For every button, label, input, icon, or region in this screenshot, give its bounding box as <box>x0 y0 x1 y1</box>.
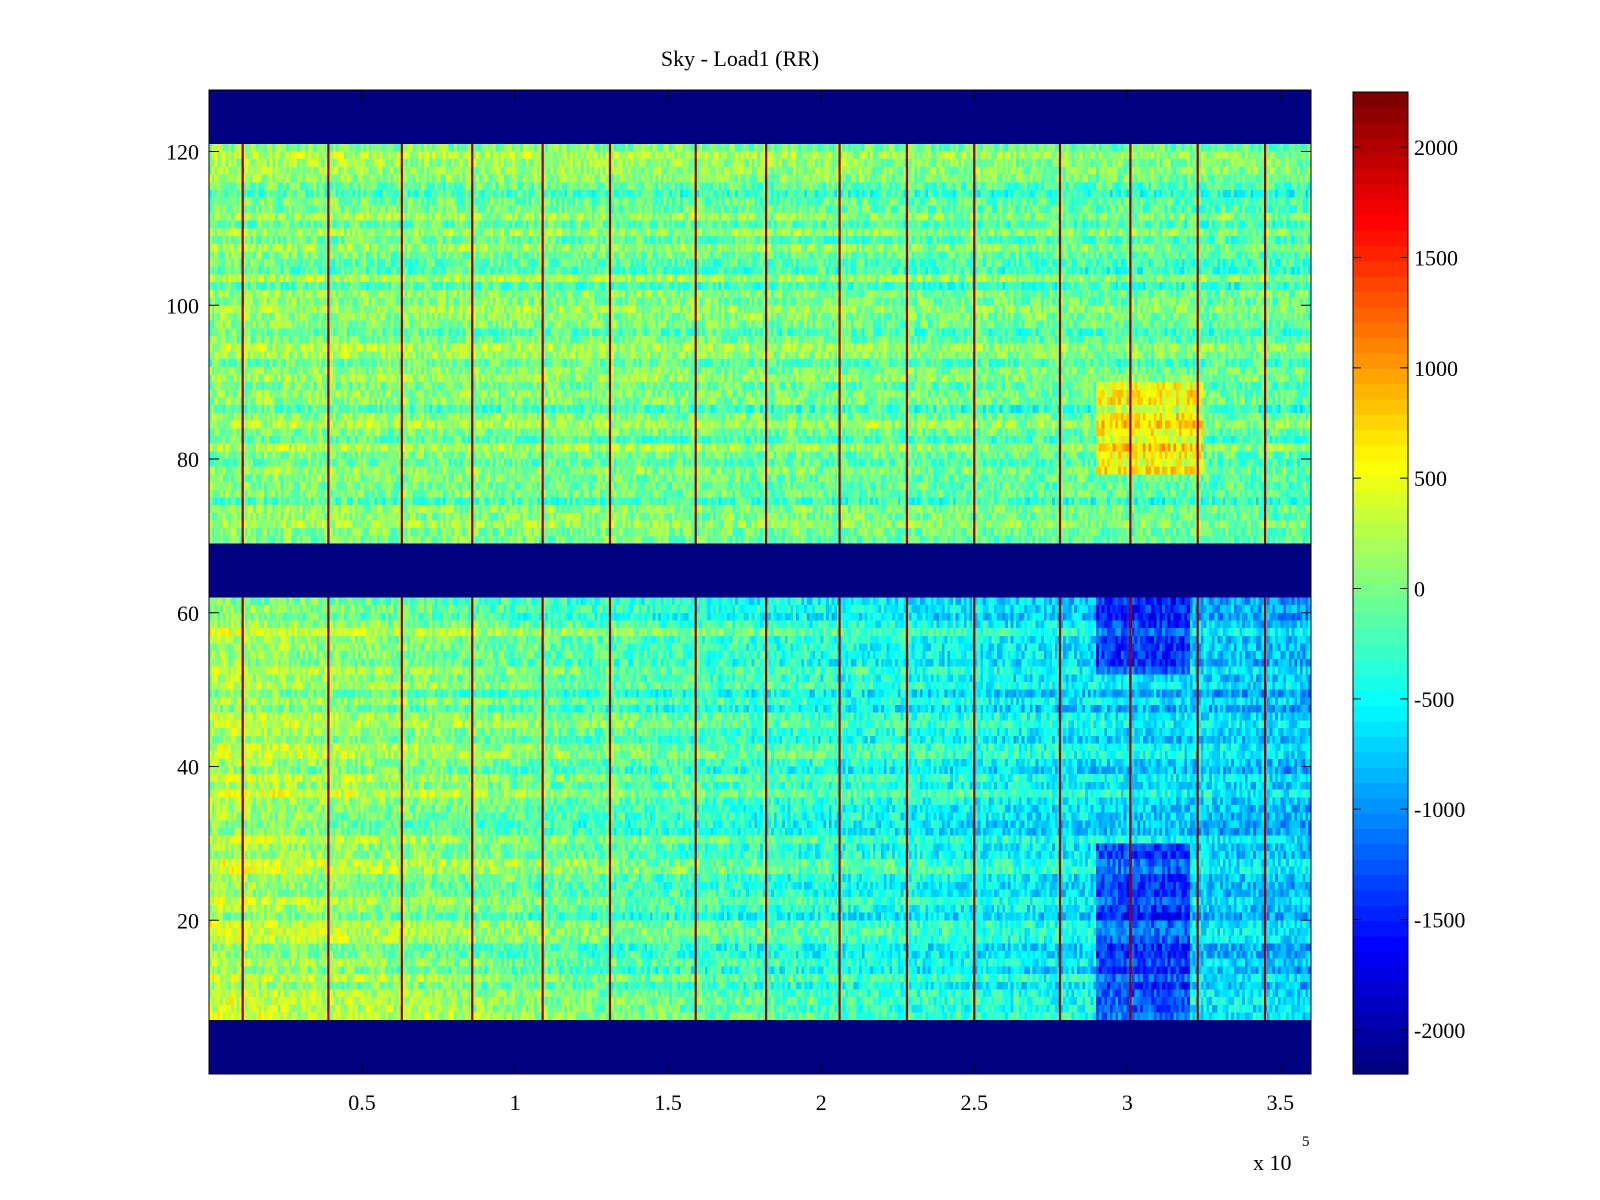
colorbar-swatch <box>1353 122 1408 139</box>
x-tick-label: 3.5 <box>1267 1090 1295 1115</box>
colorbar-tick-label: -2000 <box>1414 1018 1465 1043</box>
colorbar-swatch <box>1353 291 1408 308</box>
colorbar-swatch <box>1353 536 1408 553</box>
colorbar-swatch <box>1353 843 1408 860</box>
colorbar-swatch <box>1353 813 1408 830</box>
colorbar-frame <box>1352 91 1409 1075</box>
colorbar: 2000 1500 1000 500 0 -500 -1000 -1500 -2000 <box>1352 91 1465 1075</box>
colorbar-swatch <box>1353 613 1408 630</box>
colorbar-tick-label: -500 <box>1414 687 1454 712</box>
colorbar-swatch <box>1353 966 1408 983</box>
colorbar-tick-label: 0 <box>1414 577 1425 602</box>
colorbar-swatch <box>1353 1043 1408 1060</box>
colorbar-swatch <box>1353 659 1408 676</box>
y-tick-label: 120 <box>166 140 199 165</box>
colorbar-swatch <box>1353 107 1408 124</box>
colorbar-swatch <box>1353 828 1408 845</box>
colorbar-swatch <box>1353 322 1408 339</box>
colorbar-swatch <box>1353 905 1408 922</box>
colorbar-swatch <box>1353 460 1408 477</box>
x-axis: 0.5 1 1.5 2 2.5 3 3.5 <box>348 90 1294 1115</box>
colorbar-swatch <box>1353 935 1408 952</box>
y-tick-label: 20 <box>177 908 199 933</box>
colorbar-swatch <box>1353 675 1408 692</box>
colorbar-swatch <box>1353 920 1408 937</box>
colorbar-swatch <box>1353 1027 1408 1044</box>
colorbar-swatch <box>1353 199 1408 216</box>
colorbar-swatch <box>1353 767 1408 784</box>
colorbar-swatch <box>1353 184 1408 201</box>
colorbar-swatch <box>1353 567 1408 584</box>
colorbar-swatch <box>1353 490 1408 507</box>
x-tick-label: 1.5 <box>654 1090 682 1115</box>
colorbar-swatch <box>1353 629 1408 645</box>
colorbar-swatch <box>1353 168 1408 185</box>
colorbar-swatch <box>1353 245 1408 262</box>
y-tick-label: 40 <box>177 755 199 780</box>
colorbar-swatch <box>1353 506 1408 523</box>
colorbar-swatch <box>1353 997 1408 1014</box>
colorbar-swatch <box>1353 138 1408 154</box>
colorbar-swatch <box>1353 475 1408 492</box>
colorbar-swatch <box>1353 751 1408 768</box>
colorbar-tick-label: 2000 <box>1414 135 1458 160</box>
colorbar-tick-label: 500 <box>1414 466 1447 491</box>
colorbar-swatch <box>1353 352 1408 369</box>
x-exponent-power: 5 <box>1302 1134 1310 1150</box>
colorbar-swatch <box>1353 368 1408 385</box>
y-tick-label: 100 <box>166 293 199 318</box>
colorbar-swatch <box>1353 690 1408 707</box>
y-axis: 20 40 60 80 100 120 <box>166 140 1311 933</box>
plot-frame <box>208 89 1312 1075</box>
colorbar-swatch <box>1353 153 1408 170</box>
colorbar-swatch <box>1353 337 1408 354</box>
x-tick-label: 2.5 <box>961 1090 989 1115</box>
y-tick-label: 60 <box>177 601 199 626</box>
colorbar-swatch <box>1353 705 1408 722</box>
x-tick-label: 3 <box>1122 1090 1133 1115</box>
colorbar-swatch <box>1353 230 1408 247</box>
colorbar-swatch <box>1353 521 1408 538</box>
colorbar-tick-label: 1500 <box>1414 246 1458 271</box>
colorbar-swatch <box>1353 1058 1408 1075</box>
colorbar-swatch <box>1353 552 1408 569</box>
colorbar-swatch <box>1353 859 1408 876</box>
x-tick-label: 0.5 <box>348 1090 376 1115</box>
colorbar-swatch <box>1353 797 1408 814</box>
colorbar-swatch <box>1353 276 1408 293</box>
chart-title: Sky - Load1 (RR) <box>661 46 819 71</box>
heatmap-image <box>209 90 1311 1074</box>
colorbar-swatch <box>1353 951 1408 968</box>
x-tick-label: 1 <box>510 1090 521 1115</box>
x-exponent-label: x 10 <box>1253 1150 1292 1175</box>
x-tick-label: 2 <box>816 1090 827 1115</box>
colorbar-swatch <box>1353 414 1408 431</box>
colorbar-swatch <box>1353 583 1408 599</box>
colorbar-swatch <box>1353 260 1408 277</box>
colorbar-swatch <box>1353 92 1408 108</box>
colorbar-swatch <box>1353 981 1408 998</box>
y-tick-label: 80 <box>177 447 199 472</box>
colorbar-swatch <box>1353 1012 1408 1029</box>
colorbar-tick-label: -1500 <box>1414 908 1465 933</box>
colorbar-swatch <box>1353 306 1408 323</box>
colorbar-swatch <box>1353 398 1408 415</box>
colorbar-swatch <box>1353 721 1408 738</box>
colorbar-swatch <box>1353 874 1408 891</box>
colorbar-swatch <box>1353 214 1408 231</box>
colorbar-swatch <box>1353 444 1408 461</box>
colorbar-swatch <box>1353 782 1408 799</box>
colorbar-swatch <box>1353 598 1408 615</box>
colorbar-swatch <box>1353 736 1408 753</box>
colorbar-swatch <box>1353 383 1408 400</box>
colorbar-swatch <box>1353 889 1408 906</box>
colorbar-swatch <box>1353 429 1408 446</box>
colorbar-tick-label: -1000 <box>1414 797 1465 822</box>
colorbar-swatch <box>1353 644 1408 661</box>
colorbar-tick-label: 1000 <box>1414 356 1458 381</box>
